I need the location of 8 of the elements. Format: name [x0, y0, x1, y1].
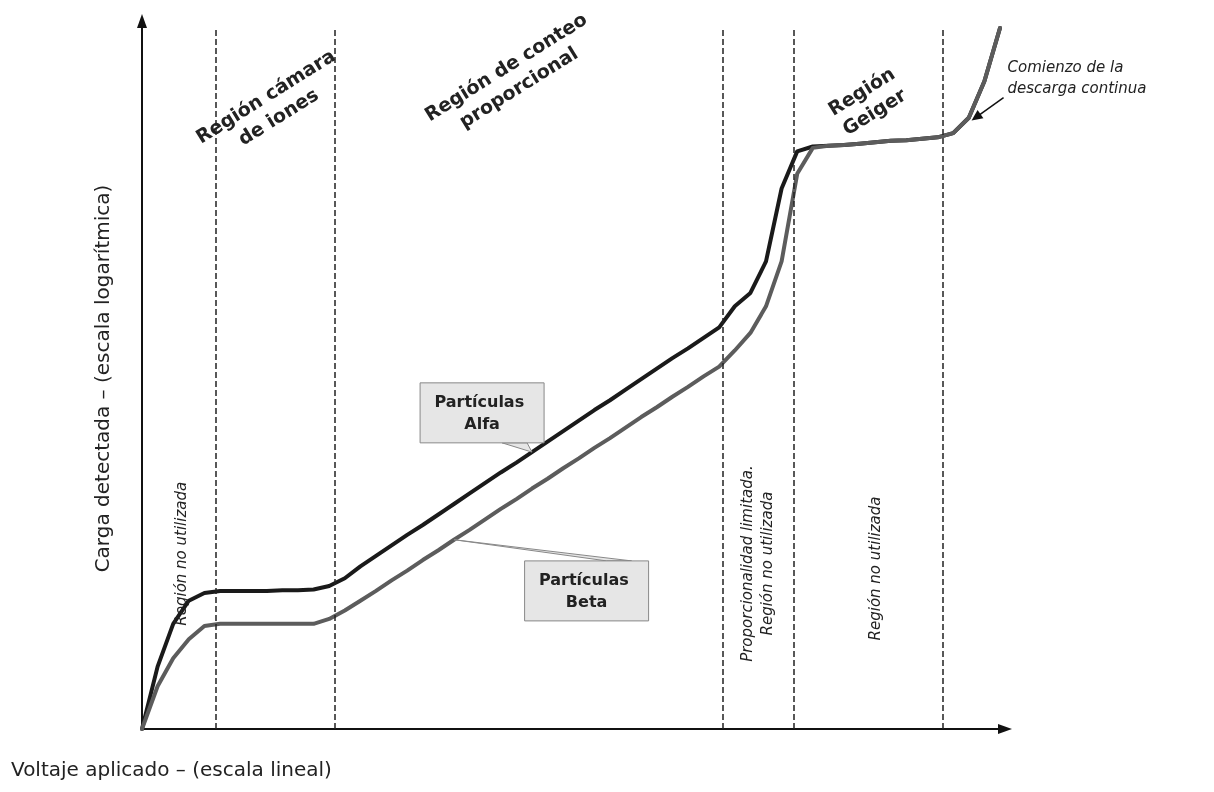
y-axis-title: Carga detectada – (escala logarítmica) [90, 184, 114, 573]
text: Comienzo de la descarga continua [1007, 58, 1147, 98]
annotation: Región no utilizada [866, 496, 885, 641]
x-axis-title: Voltaje aplicado – (escala lineal) [11, 757, 332, 781]
series-label: Partículas Alfa [434, 392, 530, 434]
annotation: Proporcionalidad limitada. Región no utilizada [737, 465, 776, 662]
text: Partículas Beta [538, 570, 635, 612]
annotation: Región no utilizada [172, 481, 190, 626]
